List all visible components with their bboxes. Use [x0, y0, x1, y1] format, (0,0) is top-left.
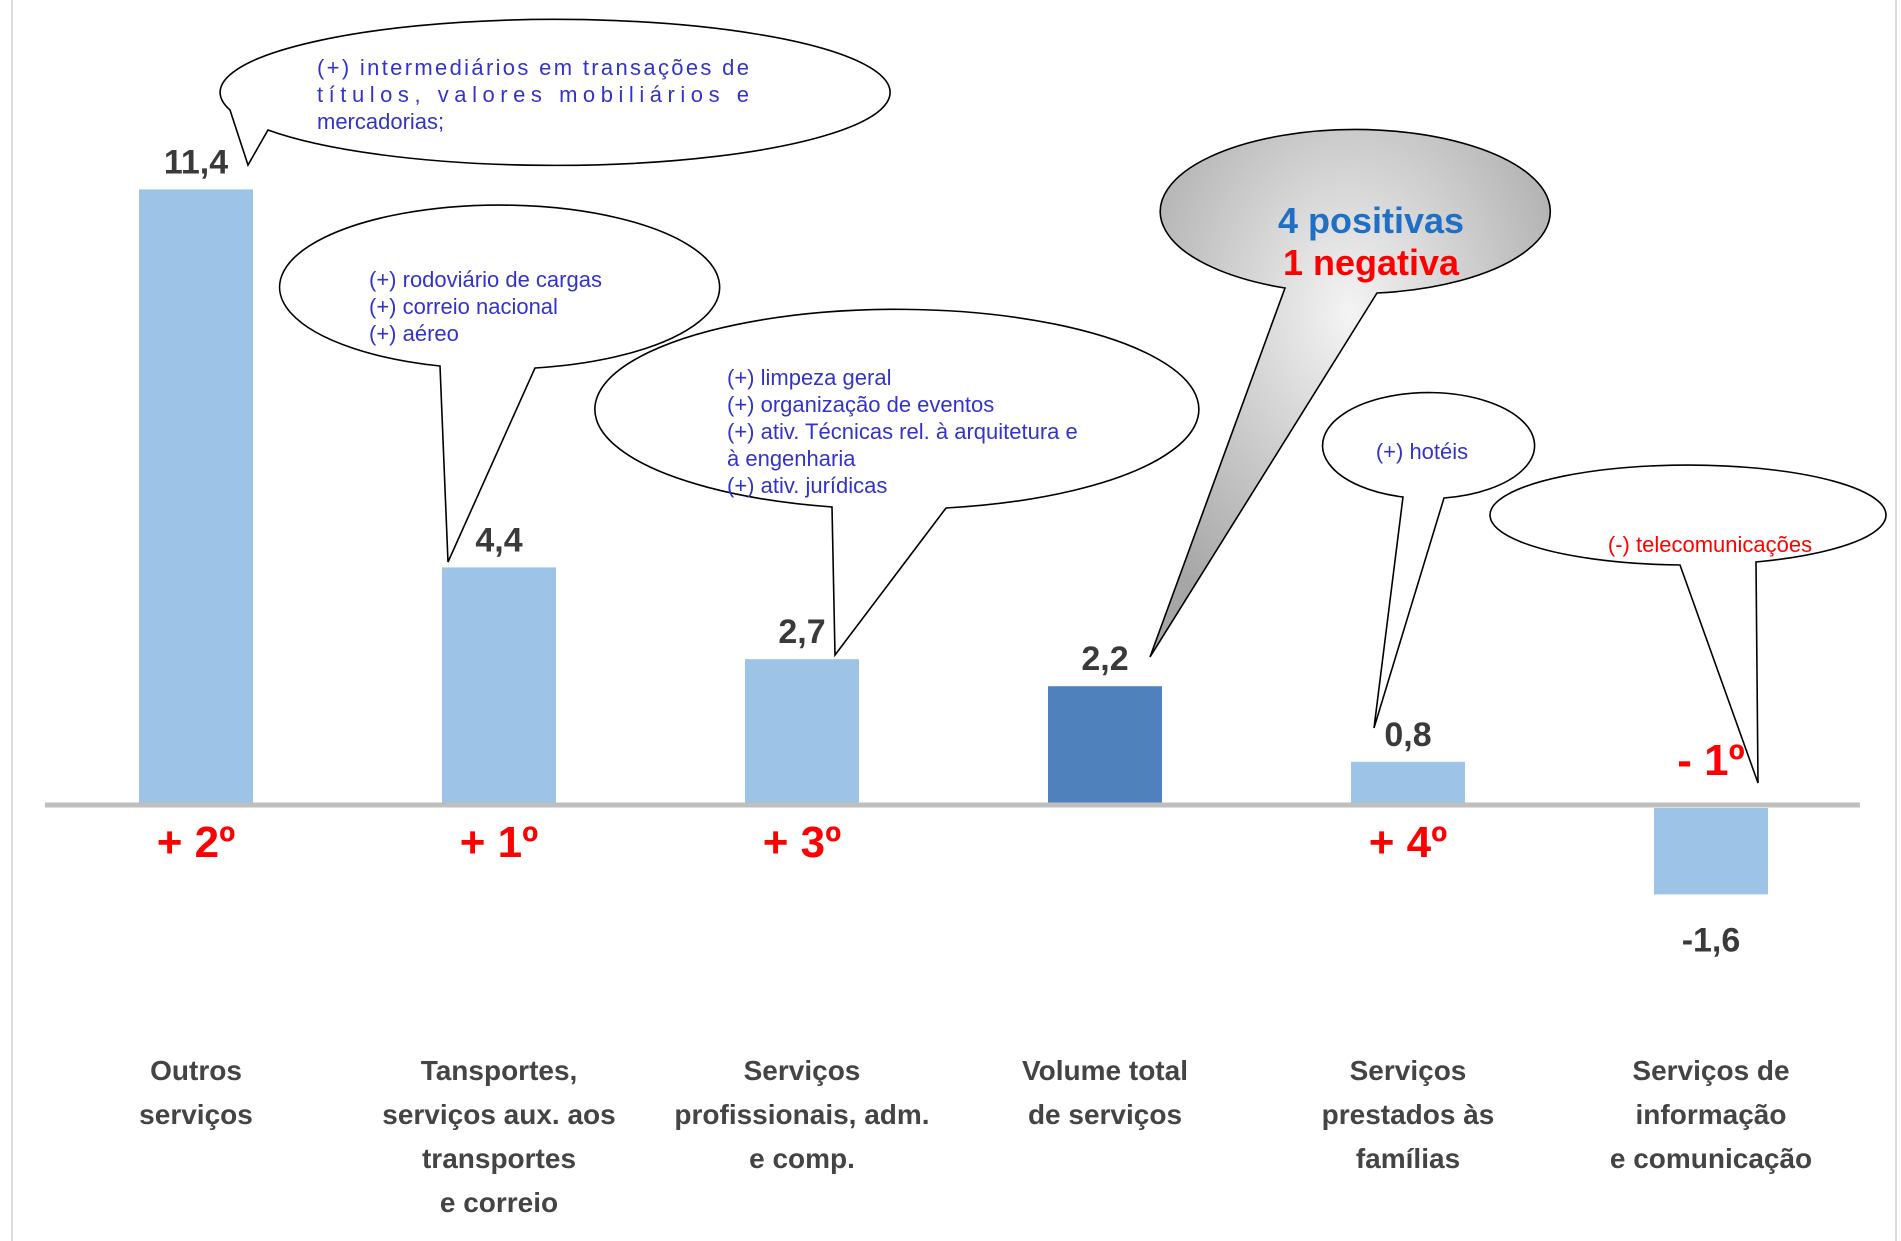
category-label-1-line-0: Tansportes, — [421, 1055, 578, 1086]
callout-familias: (+) hotéis — [1321, 391, 1536, 729]
category-label-4-line-2: famílias — [1356, 1143, 1460, 1174]
summary-negative: 1 negativa — [1283, 242, 1460, 283]
category-label-2-line-1: profissionais, adm. — [674, 1099, 929, 1130]
category-label-3-line-0: Volume total — [1022, 1055, 1188, 1086]
callout-profissionais-line-4: à engenharia — [727, 446, 856, 471]
callout-profissionais: (+) limpeza geral (+) organização de eve… — [594, 308, 1200, 658]
value-label-4: 0,8 — [1384, 716, 1431, 754]
category-label-4-line-0: Serviços — [1350, 1055, 1467, 1086]
category-label-2: Serviços profissionais, adm. e comp. — [674, 1055, 929, 1174]
bar-3 — [1048, 686, 1162, 805]
category-label-1-line-3: e correio — [440, 1187, 558, 1218]
category-label-5-line-0: Serviços de — [1632, 1055, 1789, 1086]
callout-profissionais-line-1: (+) limpeza geral — [727, 365, 891, 390]
category-label-1-line-1: serviços aux. aos — [382, 1099, 615, 1130]
callout-transportes: (+) rodoviário de cargas (+) correio nac… — [278, 204, 721, 563]
callout-summary: 4 positivas 1 negativa — [1149, 128, 1552, 658]
callout-outros-line-2: títulos, valores mobiliários e — [317, 82, 749, 107]
callout-informacao: (-) telecomunicações — [1489, 464, 1887, 784]
category-label-3: Volume total de serviços — [1022, 1055, 1188, 1130]
callout-transportes-line-2: (+) correio nacional — [369, 294, 558, 319]
category-label-2-line-0: Serviços — [744, 1055, 861, 1086]
category-label-0-line-1: serviços — [139, 1099, 253, 1130]
rank-label-2: + 3º — [763, 818, 841, 867]
callout-outros: (+) intermediários em transações de títu… — [219, 18, 891, 167]
rank-label-1: + 1º — [460, 818, 538, 867]
value-label-3: 2,2 — [1081, 640, 1128, 678]
category-label-0: Outros serviços — [139, 1055, 253, 1130]
category-label-4: Serviços prestados às famílias — [1322, 1055, 1495, 1174]
rank-label-5: - 1º — [1677, 736, 1744, 785]
bar-5 — [1654, 808, 1768, 895]
callout-transportes-line-3: (+) aéreo — [369, 321, 459, 346]
category-label-5: Serviços de informação e comunicação — [1610, 1055, 1812, 1174]
bar-0 — [139, 189, 253, 805]
callout-outros-line-3: mercadorias; — [317, 109, 444, 134]
category-label-1-line-2: transportes — [422, 1143, 576, 1174]
category-label-5-line-2: e comunicação — [1610, 1143, 1812, 1174]
category-label-5-line-1: informação — [1636, 1099, 1787, 1130]
callout-profissionais-line-3: (+) ativ. Técnicas rel. à arquitetura e — [727, 419, 1078, 444]
callout-familias-line-1: (+) hotéis — [1376, 439, 1468, 464]
summary-positive: 4 positivas — [1278, 200, 1464, 241]
category-label-4-line-1: prestados às — [1322, 1099, 1495, 1130]
rank-label-0: + 2º — [157, 818, 235, 867]
category-label-3-line-1: de serviços — [1028, 1099, 1182, 1130]
callout-transportes-line-1: (+) rodoviário de cargas — [369, 267, 602, 292]
bar-2 — [745, 659, 859, 805]
rank-label-4: + 4º — [1369, 818, 1447, 867]
value-label-1: 4,4 — [475, 521, 522, 559]
category-label-1: Tansportes, serviços aux. aos transportes e… — [382, 1055, 615, 1218]
bar-1 — [442, 567, 556, 805]
category-label-0-line-0: Outros — [150, 1055, 242, 1086]
value-label-2: 2,7 — [778, 613, 825, 651]
category-label-2-line-2: e comp. — [749, 1143, 855, 1174]
bar-4 — [1351, 761, 1465, 805]
value-label-0: 11,4 — [164, 143, 228, 181]
callout-profissionais-line-5: (+) ativ. jurídicas — [727, 473, 887, 498]
callout-informacao-line-1: (-) telecomunicações — [1608, 532, 1812, 557]
value-label-5: -1,6 — [1682, 921, 1741, 959]
callout-profissionais-line-2: (+) organização de eventos — [727, 392, 994, 417]
